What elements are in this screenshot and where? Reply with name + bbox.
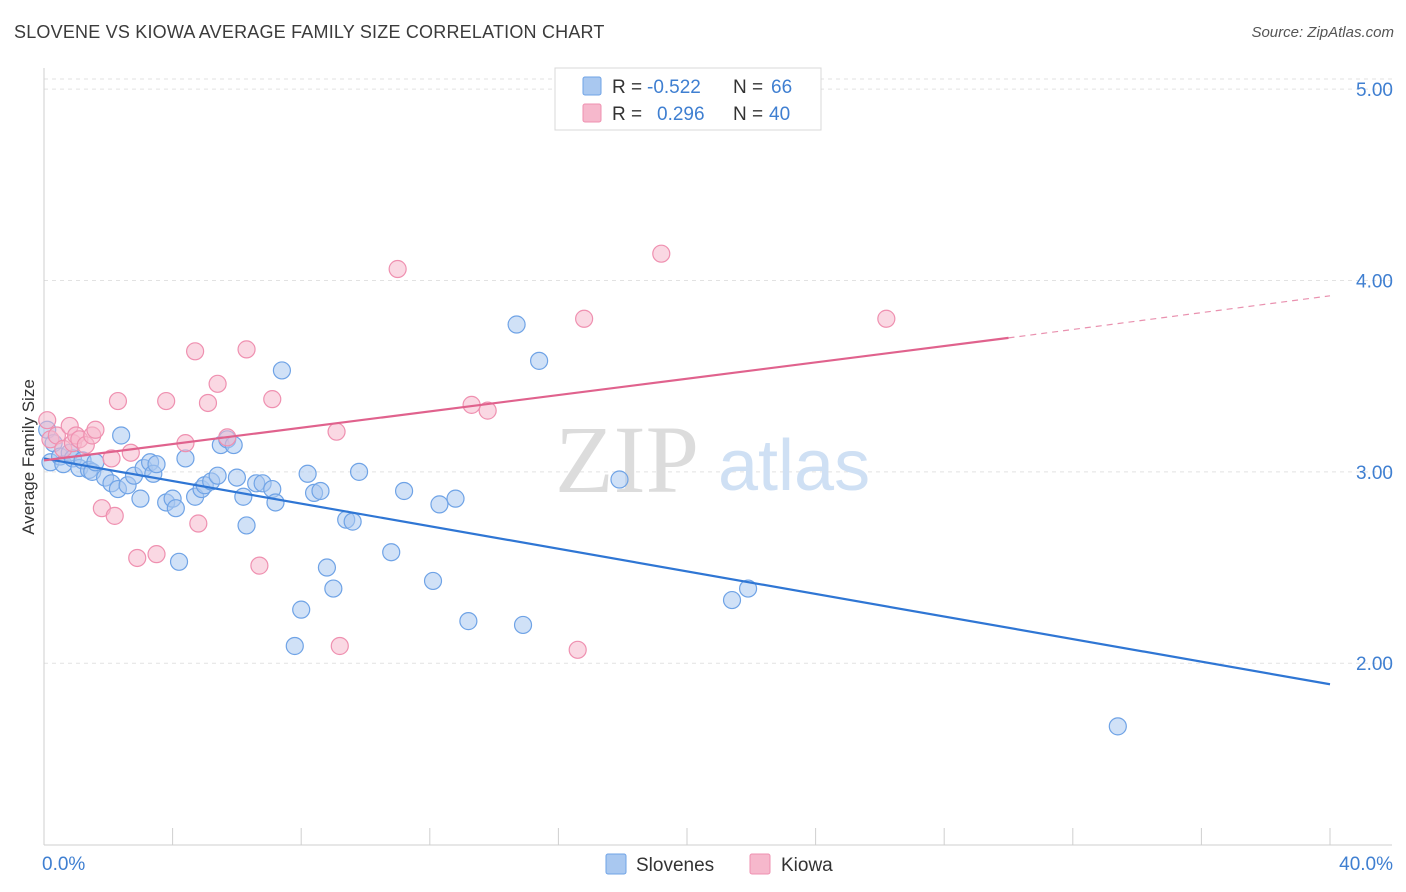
data-point-kiowa — [327, 422, 346, 441]
data-point-slovenes — [234, 487, 253, 506]
data-point-kiowa — [102, 449, 121, 468]
legend-swatch-kiowa — [582, 103, 602, 123]
data-point-slovenes — [738, 579, 758, 598]
data-point-slovenes — [272, 361, 292, 380]
trend-line-slovenes — [43, 457, 1331, 686]
data-point-slovenes — [423, 571, 443, 591]
data-point-kiowa — [237, 340, 256, 359]
data-point-kiowa — [575, 309, 594, 328]
data-point-kiowa — [250, 556, 269, 575]
data-point-kiowa — [186, 342, 205, 361]
data-point-slovenes — [317, 558, 337, 577]
data-point-slovenes — [430, 495, 449, 514]
data-point-slovenes — [285, 636, 304, 656]
source-label: Source: ZipAtlas.com — [1251, 24, 1394, 41]
legend-r-value-2: 0.296 — [657, 104, 705, 125]
trend-line-kiowa — [43, 336, 1009, 462]
data-point-slovenes — [147, 455, 166, 474]
legend-n-label-2: N = — [733, 104, 763, 125]
data-point-kiowa — [198, 393, 218, 413]
data-point-slovenes — [324, 579, 343, 598]
data-point-slovenes — [1108, 717, 1127, 736]
watermark-atlas: atlas — [718, 426, 870, 506]
data-points — [38, 244, 1127, 736]
y-tick-label: 5.00 — [1356, 80, 1393, 101]
data-point-kiowa — [652, 244, 671, 263]
data-point-slovenes — [311, 481, 330, 501]
data-point-slovenes — [530, 351, 549, 370]
legend-n-value-2: 40 — [769, 104, 790, 125]
data-point-slovenes — [446, 489, 465, 508]
data-point-slovenes — [394, 481, 414, 501]
data-point-slovenes — [208, 466, 227, 485]
bottom-legend-label-kiowa: Kiowa — [781, 855, 833, 876]
legend-n-label-1: N = — [733, 77, 763, 98]
data-point-kiowa — [128, 548, 147, 568]
data-point-slovenes — [237, 516, 256, 535]
y-tick-label: 2.00 — [1356, 654, 1393, 675]
legend-swatch-slovenes — [582, 76, 602, 96]
data-point-slovenes — [610, 470, 629, 489]
data-point-slovenes — [459, 612, 478, 631]
data-point-slovenes — [292, 600, 311, 619]
data-point-kiowa — [208, 374, 227, 393]
y-tick-label: 4.00 — [1356, 271, 1393, 292]
legend-r-label-2: R = — [612, 104, 642, 125]
y-tick-labels: 2.00 3.00 4.00 5.00 — [1356, 80, 1393, 675]
data-point-kiowa — [86, 420, 105, 439]
x-tick-label: 0.0% — [42, 854, 85, 875]
correlation-legend: R = -0.522 N = 66 R = 0.296 N = 40 — [554, 67, 822, 131]
data-point-slovenes — [382, 543, 401, 562]
data-point-kiowa — [108, 391, 128, 411]
watermark: ZIP atlas — [555, 406, 870, 513]
data-point-kiowa — [147, 545, 166, 564]
trend-line-extension-kiowa — [1008, 295, 1331, 339]
data-point-slovenes — [722, 590, 742, 610]
series-legend: Slovenes Kiowa — [605, 853, 833, 876]
data-point-kiowa — [568, 640, 587, 659]
data-point-slovenes — [349, 462, 369, 481]
legend-r-value-1: -0.522 — [647, 77, 701, 98]
watermark-zip: ZIP — [555, 406, 699, 513]
data-point-kiowa — [877, 309, 896, 328]
y-tick-label: 3.00 — [1356, 463, 1393, 484]
x-tick-labels: 0.0% 40.0% — [42, 854, 1393, 875]
data-point-slovenes — [513, 615, 533, 635]
bottom-legend-swatch-slovenes — [605, 853, 627, 875]
x-tick-label: 40.0% — [1339, 854, 1393, 875]
data-point-slovenes — [298, 464, 317, 483]
data-point-slovenes — [227, 468, 246, 487]
data-point-kiowa — [38, 411, 57, 430]
legend-n-value-1: 66 — [771, 77, 792, 98]
data-point-kiowa — [330, 636, 349, 656]
legend-r-label-1: R = — [612, 77, 642, 98]
data-point-slovenes — [131, 489, 150, 508]
bottom-legend-label-slovenes: Slovenes — [636, 855, 714, 876]
data-point-slovenes — [166, 499, 185, 518]
data-point-slovenes — [507, 315, 526, 334]
data-point-kiowa — [121, 443, 140, 462]
grid-lines — [44, 78, 1392, 664]
data-point-slovenes — [169, 552, 189, 571]
chart-title: SLOVENE VS KIOWA AVERAGE FAMILY SIZE COR… — [14, 22, 605, 42]
bottom-legend-swatch-kiowa — [749, 853, 771, 875]
data-point-slovenes — [343, 512, 362, 531]
series-kiowa-points — [38, 244, 896, 659]
data-point-kiowa — [105, 506, 124, 525]
data-point-slovenes — [266, 493, 285, 512]
data-point-kiowa — [478, 401, 497, 420]
data-point-slovenes — [112, 426, 131, 445]
data-point-kiowa — [189, 514, 208, 533]
y-axis-title: Average Family Size — [19, 379, 38, 535]
data-point-slovenes — [176, 449, 195, 468]
trend-lines — [43, 295, 1331, 686]
data-point-kiowa — [263, 390, 282, 409]
data-point-kiowa — [157, 391, 176, 411]
data-point-kiowa — [388, 259, 407, 279]
